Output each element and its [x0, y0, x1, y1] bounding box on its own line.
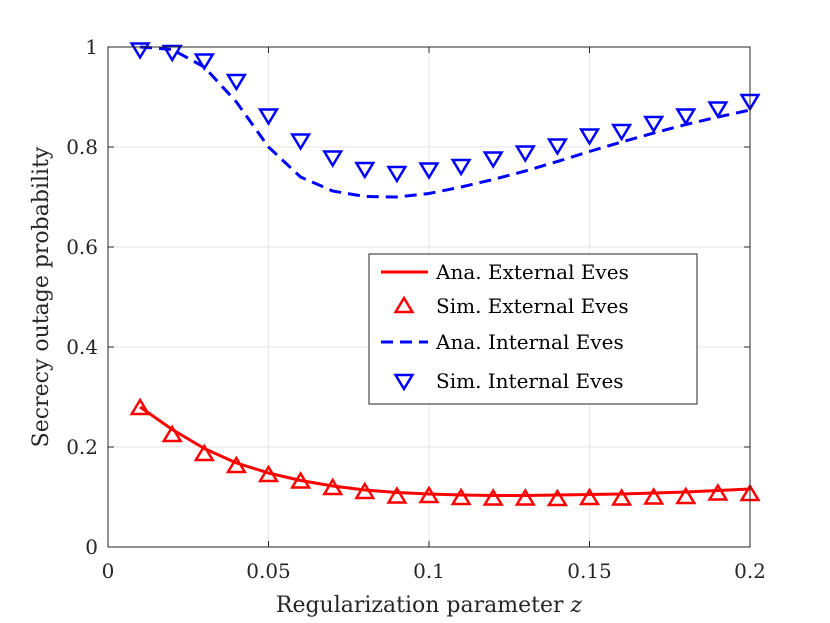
series-marker-3 [514, 145, 536, 163]
x-axis-title-text: Regularization parameter [276, 593, 564, 618]
series-marker-1 [707, 483, 729, 501]
y-tick-label: 0.2 [66, 435, 98, 459]
y-tick-label: 0.8 [66, 135, 98, 159]
series-marker-3 [578, 128, 601, 146]
y-tick-label: 1 [85, 35, 98, 59]
x-axis-title-variable: z [570, 593, 583, 618]
x-tick-label: 0.05 [246, 559, 291, 583]
series-marker-1 [289, 471, 312, 489]
series-marker-1 [578, 487, 601, 506]
legend-box [368, 253, 698, 405]
series-marker-3 [289, 133, 312, 151]
series-marker-1 [514, 488, 536, 506]
x-tick-label: 0.1 [413, 559, 445, 583]
legend-label-0: Ana. External Eves [435, 260, 629, 284]
x-tick-label: 0.2 [734, 559, 766, 583]
series-marker-3 [193, 53, 215, 71]
series-marker-1 [675, 486, 697, 505]
series-marker-1 [546, 488, 569, 507]
legend-label-1: Sim. External Eves [436, 294, 629, 318]
x-axis-title: Regularization parameter z [276, 593, 583, 618]
series-marker-3 [161, 44, 183, 63]
axes: 0 0.05 0.1 0.15 0.2 0 0.2 0.4 0.6 0.8 1 [66, 35, 766, 583]
series-marker-3 [418, 162, 440, 180]
y-tick-label: 0.4 [66, 335, 98, 359]
series-marker-3 [257, 108, 280, 126]
series-marker-3 [482, 151, 504, 169]
series-marker-3 [322, 150, 344, 168]
y-tick-label: 0.6 [66, 235, 98, 259]
series-marker-1 [322, 477, 344, 496]
series-marker-1 [193, 443, 215, 462]
series-marker-3 [643, 115, 665, 134]
series-marker-1 [161, 424, 183, 443]
series-marker-1 [225, 455, 248, 474]
series-marker-1 [386, 486, 408, 504]
legend-marker-3 [393, 373, 415, 392]
series-line-2 [139, 45, 751, 199]
series-marker-3 [386, 165, 408, 184]
series-marker-3 [225, 73, 248, 92]
legend: Ana. External Eves Sim. External Eves Ana.… [368, 253, 698, 405]
series-marker-1 [610, 488, 633, 506]
series-marker-1 [257, 464, 280, 483]
series-marker-1 [482, 488, 504, 506]
legend-label-3: Sim. Internal Eves [436, 369, 624, 393]
series-marker-3 [354, 161, 376, 180]
x-tick-label: 0 [102, 559, 115, 583]
legend-marker-1 [393, 295, 415, 314]
series-marker-3 [129, 42, 151, 60]
series-marker-1 [450, 487, 472, 506]
series-marker-3 [675, 108, 697, 126]
series-marker-1 [354, 481, 376, 500]
series-marker-3 [707, 101, 729, 119]
legend-label-2: Ana. Internal Eves [435, 330, 624, 354]
series-marker-3 [610, 123, 633, 142]
series-marker-1 [129, 397, 151, 416]
series-marker-1 [418, 485, 440, 504]
x-tick-label: 0.15 [567, 559, 612, 583]
series-marker-1 [643, 487, 665, 505]
series-marker-3 [546, 138, 569, 156]
series-marker-3 [450, 158, 472, 177]
y-axis-title: Secrecy outage probability [29, 146, 54, 447]
y-tick-label: 0 [85, 535, 98, 559]
series-layer [129, 42, 761, 507]
